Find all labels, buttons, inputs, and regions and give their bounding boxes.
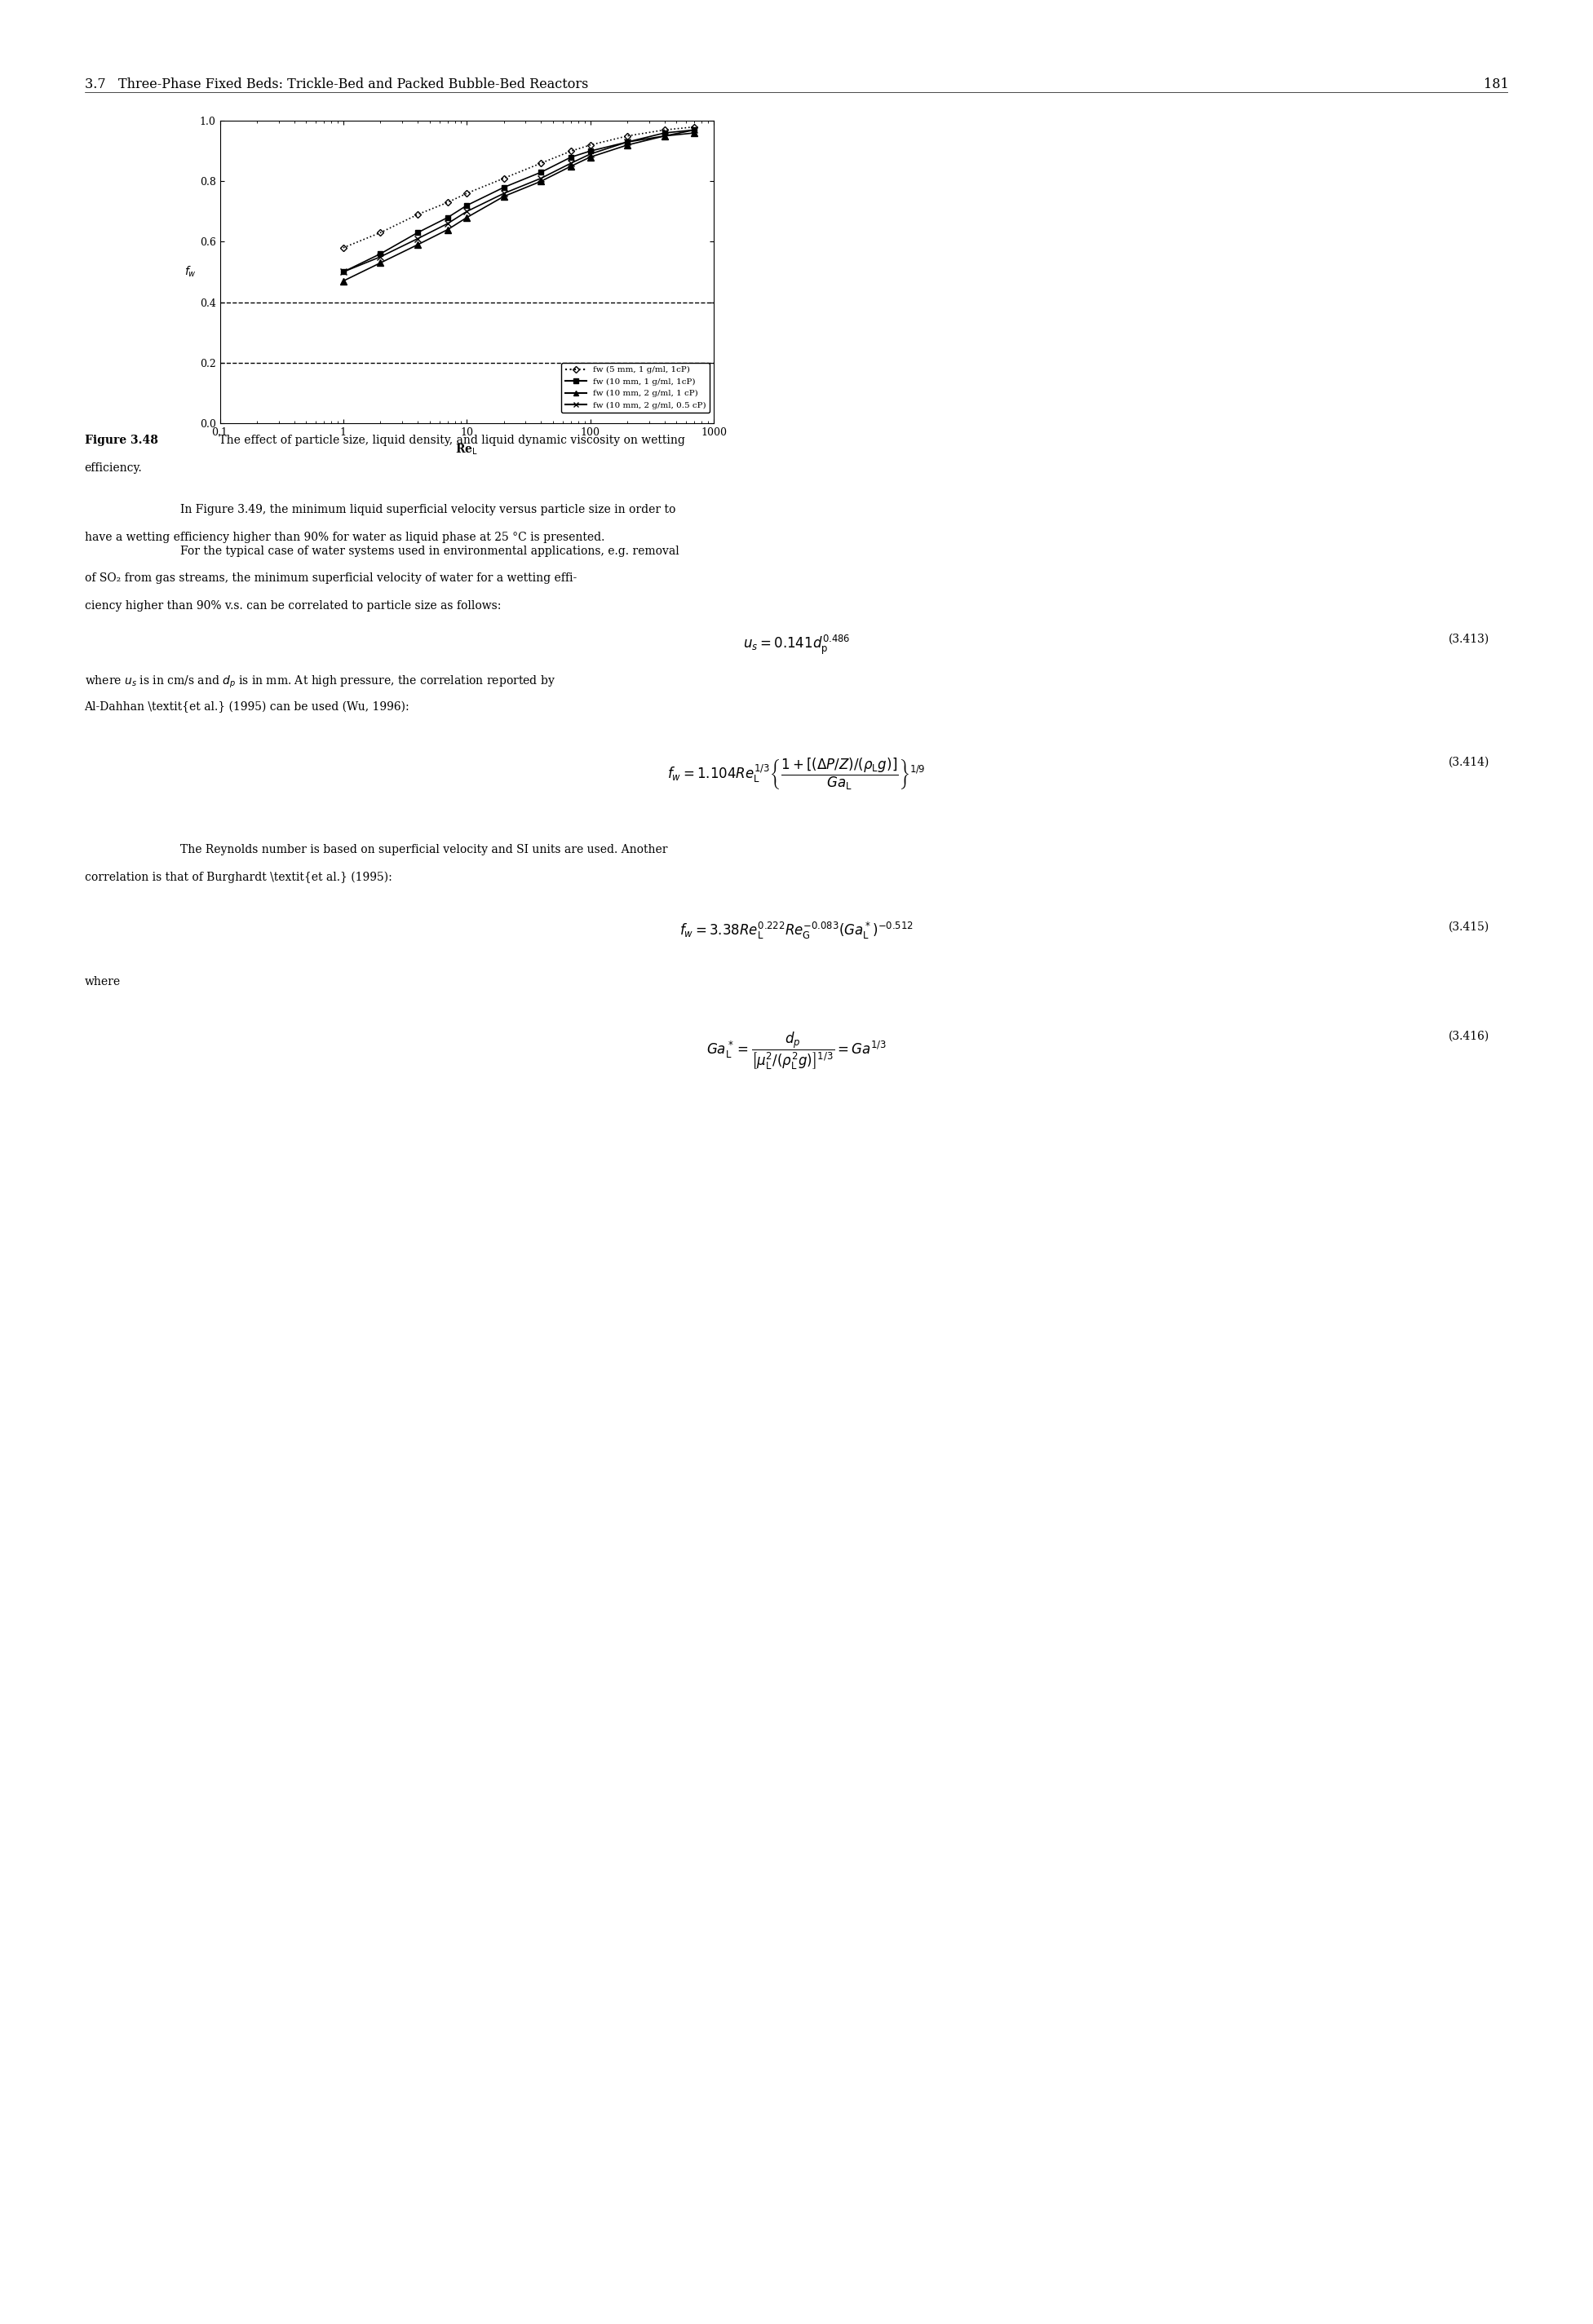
Text: In Figure 3.49, the minimum liquid superficial velocity versus particle size in : In Figure 3.49, the minimum liquid super… — [180, 504, 675, 516]
Text: Figure 3.48: Figure 3.48 — [84, 435, 158, 446]
Text: $f_w = 3.38Re_{\rm L}^{0.222}Re_{\rm G}^{-0.083}(Ga_{\rm L}^*)^{-0.512}$: $f_w = 3.38Re_{\rm L}^{0.222}Re_{\rm G}^… — [680, 920, 913, 941]
Text: $f_w = 1.104Re_{\rm L}^{1/3}\left\{\dfrac{1+[(\Delta P/Z)/(\rho_{\rm L}g)]}{Ga_{: $f_w = 1.104Re_{\rm L}^{1/3}\left\{\dfra… — [667, 755, 926, 792]
Text: For the typical case of water systems used in environmental applications, e.g. r: For the typical case of water systems us… — [180, 546, 679, 558]
Text: (3.416): (3.416) — [1448, 1030, 1489, 1041]
Text: (3.414): (3.414) — [1448, 755, 1489, 767]
Text: The effect of particle size, liquid density, and liquid dynamic viscosity on wet: The effect of particle size, liquid dens… — [215, 435, 685, 446]
Text: Al-Dahhan \textit{et al.} (1995) can be used (Wu, 1996):: Al-Dahhan \textit{et al.} (1995) can be … — [84, 702, 409, 713]
Text: (3.415): (3.415) — [1448, 920, 1489, 932]
Text: 3.7   Three-Phase Fixed Beds: Trickle-Bed and Packed Bubble-Bed Reactors: 3.7 Three-Phase Fixed Beds: Trickle-Bed … — [84, 79, 588, 91]
Text: of SO₂ from gas streams, the minimum superficial velocity of water for a wetting: of SO₂ from gas streams, the minimum sup… — [84, 572, 577, 583]
Text: $u_s = 0.141d_{\rm p}^{0.486}$: $u_s = 0.141d_{\rm p}^{0.486}$ — [742, 632, 851, 655]
Text: efficiency.: efficiency. — [84, 462, 142, 474]
Text: The Reynolds number is based on superficial velocity and SI units are used. Anot: The Reynolds number is based on superfic… — [180, 844, 667, 855]
Text: 181: 181 — [1483, 79, 1509, 91]
Text: where: where — [84, 976, 121, 988]
Y-axis label: $f_w$: $f_w$ — [185, 265, 196, 279]
Text: $Ga_{\rm L}^* = \dfrac{d_p}{\left[\mu_{\rm L}^2/(\rho_{\rm L}^2 g)\right]^{1/3}}: $Ga_{\rm L}^* = \dfrac{d_p}{\left[\mu_{\… — [706, 1030, 887, 1071]
Text: (3.413): (3.413) — [1448, 632, 1489, 644]
Text: ciency higher than 90% v.s. can be correlated to particle size as follows:: ciency higher than 90% v.s. can be corre… — [84, 600, 500, 611]
X-axis label: Re$_\mathrm{L}$: Re$_\mathrm{L}$ — [456, 442, 478, 456]
Text: have a wetting efficiency higher than 90% for water as liquid phase at 25 °C is : have a wetting efficiency higher than 90… — [84, 532, 604, 544]
Legend: fw (5 mm, 1 g/ml, 1cP), fw (10 mm, 1 g/ml, 1cP), fw (10 mm, 2 g/ml, 1 cP), fw (1: fw (5 mm, 1 g/ml, 1cP), fw (10 mm, 1 g/m… — [561, 363, 709, 414]
Text: correlation is that of Burghardt \textit{et al.} (1995):: correlation is that of Burghardt \textit… — [84, 872, 392, 883]
Text: where $u_s$ is in cm/s and $d_p$ is in mm. At high pressure, the correlation rep: where $u_s$ is in cm/s and $d_p$ is in m… — [84, 674, 554, 690]
